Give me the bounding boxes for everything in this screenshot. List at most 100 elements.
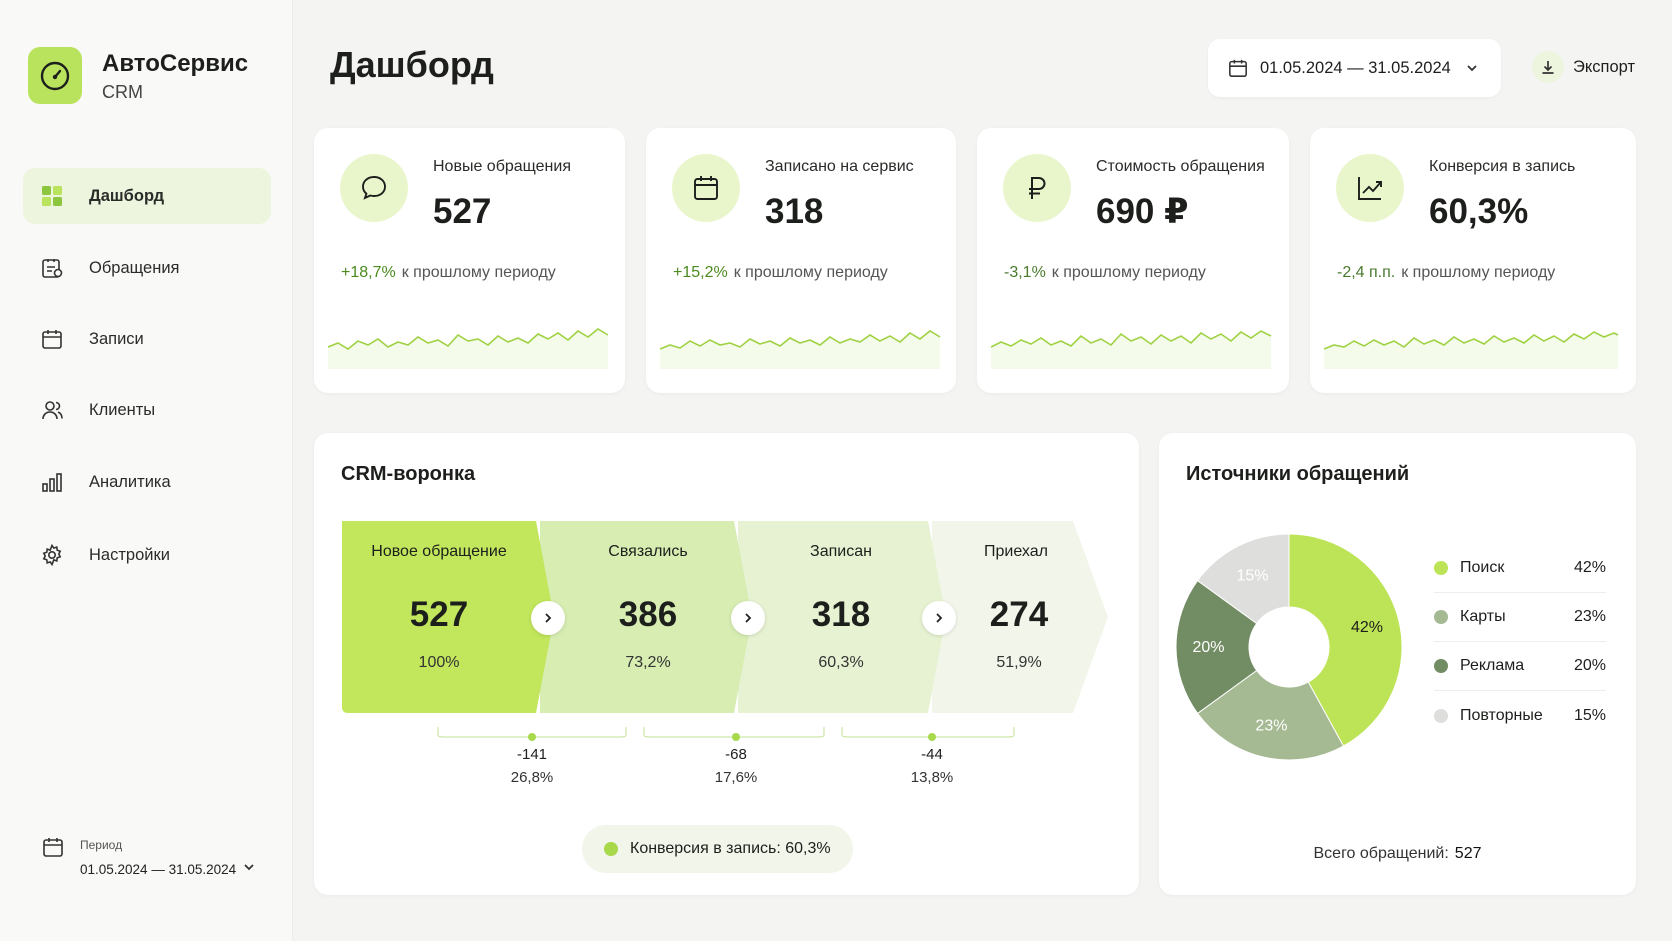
kpi-delta-caption: к прошлому периоду <box>1401 264 1556 281</box>
funnel-stage-value: 386 <box>618 595 678 634</box>
kpi-delta-caption: к прошлому периоду <box>1051 264 1206 281</box>
export-button[interactable]: Экспорт <box>1532 51 1635 83</box>
period-label: Период <box>80 838 123 852</box>
sidebar-item-label: Клиенты <box>89 400 156 419</box>
donut-slice-4 <box>1196 533 1290 625</box>
funnel-next-button[interactable] <box>531 601 565 635</box>
kpi-label: Новые обращения <box>433 158 571 175</box>
donut-slice-1 <box>1288 533 1402 747</box>
chevron-right-icon <box>745 613 752 623</box>
legend-item: Реклама 20% <box>1434 642 1606 691</box>
legend-value: 20% <box>1573 657 1606 674</box>
funnel-drop-value: -68 <box>725 746 747 763</box>
funnel-stage-pct: 60,3% <box>818 654 864 671</box>
funnel-stage-pct: 100% <box>418 654 460 671</box>
kpi-value: 527 <box>433 192 492 231</box>
funnel-drop-pct: 17,6% <box>714 769 758 786</box>
sidebar-item-requests[interactable]: Обращения <box>23 240 271 296</box>
calendar-icon <box>1228 58 1248 78</box>
kpi-change: +15,2% к прошлому периоду <box>673 264 888 282</box>
funnel-stage-name: Связались <box>608 543 688 560</box>
ruble-icon <box>1003 154 1071 222</box>
conversion-text: Конверсия в запись: 60,3% <box>630 840 831 857</box>
download-icon <box>1532 51 1564 83</box>
kpi-delta: +15,2% <box>673 264 728 281</box>
legend-name: Поиск <box>1460 559 1505 576</box>
sidebar-item-dashboard[interactable]: Дашборд <box>23 168 271 224</box>
kpi-label: Стоимость обращения <box>1096 158 1265 175</box>
funnel-stage-3-shape <box>738 521 946 713</box>
page-title: Дашборд <box>330 44 494 85</box>
funnel-stage-pct: 51,9% <box>996 654 1042 671</box>
chat-bubble-icon <box>340 154 408 222</box>
kpi-value: 690 ₽ <box>1096 192 1189 231</box>
funnel-next-button[interactable] <box>731 601 765 635</box>
sidebar-item-clients[interactable]: Клиенты <box>23 382 271 438</box>
conversion-pill: Конверсия в запись: 60,3% <box>582 825 853 873</box>
legend-value: 23% <box>1573 608 1606 625</box>
funnel-title: CRM-воронка <box>341 463 476 485</box>
kpi-label: Записано на сервис <box>765 158 914 175</box>
sidebar-item-label: Обращения <box>89 258 180 277</box>
funnel-stage-1-shape <box>342 521 554 713</box>
kpi-card-conversion: Конверсия в запись 60,3% -2,4 п.п. к прош… <box>1310 128 1636 393</box>
total-label: Всего обращений: <box>1313 845 1449 862</box>
gear-icon <box>41 544 63 566</box>
chevron-down-icon[interactable] <box>242 860 256 879</box>
date-range-picker[interactable]: 01.05.2024 — 31.05.2024 <box>1208 39 1501 97</box>
legend-item: Карты 23% <box>1434 593 1606 642</box>
chevron-right-icon <box>545 613 552 623</box>
funnel-next-button[interactable] <box>922 601 956 635</box>
kpi-delta: -3,1% <box>1004 264 1046 281</box>
sidebar-item-analytics[interactable]: Аналитика <box>23 454 271 510</box>
sidebar-item-label: Аналитика <box>89 472 171 491</box>
calendar-icon <box>672 154 740 222</box>
kpi-delta: -2,4 п.п. <box>1337 264 1396 281</box>
sidebar: АвтоСервис CRM Дашборд Обращения Записи … <box>0 0 293 941</box>
chevron-down-icon <box>1465 61 1479 75</box>
kpi-change: +18,7% к прошлому периоду <box>341 264 556 282</box>
kpi-delta-caption: к прошлому периоду <box>733 264 888 281</box>
donut-slice-3 <box>1176 579 1258 715</box>
sources-donut-chart: 42% 23% 20% 15% <box>1176 533 1402 761</box>
funnel-stage-value: 318 <box>811 595 871 634</box>
kpi-value: 318 <box>765 192 824 231</box>
logo[interactable] <box>28 47 82 104</box>
kpi-label: Конверсия в запись <box>1429 158 1576 175</box>
funnel-stage-name: Записан <box>810 543 872 560</box>
users-icon <box>41 399 63 421</box>
legend-name: Реклама <box>1460 657 1525 674</box>
total-value: 527 <box>1454 845 1482 862</box>
legend-swatch <box>1434 561 1448 575</box>
drop-dot <box>732 733 740 741</box>
legend-value: 42% <box>1573 559 1606 576</box>
drop-bracket <box>841 727 1015 738</box>
date-range-value: 01.05.2024 — 31.05.2024 <box>1260 58 1451 77</box>
sidebar-item-label: Настройки <box>89 545 170 564</box>
funnel-stage-value: 527 <box>409 595 469 634</box>
legend-item: Поиск 42% <box>1434 544 1606 593</box>
donut-slice-label: 42% <box>1351 619 1383 636</box>
legend-name: Карты <box>1460 608 1506 625</box>
funnel-drop-pct: 13,8% <box>910 769 954 786</box>
funnel-drop-value: -141 <box>516 746 548 763</box>
period-value: 01.05.2024 — 31.05.2024 <box>80 862 237 877</box>
calendar-icon <box>41 328 63 350</box>
bar-chart-icon <box>41 471 63 493</box>
donut-slice-label: 15% <box>1236 567 1268 584</box>
chevron-right-icon <box>936 613 943 623</box>
crm-funnel-card: CRM-воронка Новое обращение 527 100% Свя… <box>314 433 1139 895</box>
sidebar-item-records[interactable]: Записи <box>23 311 271 367</box>
sources-total: Всего обращений: 527 <box>1159 845 1636 863</box>
funnel-stage-2-shape <box>540 521 752 713</box>
funnel-drop-value: -44 <box>921 746 943 763</box>
funnel-stage-name: Новое обращение <box>371 543 507 560</box>
status-dot <box>604 842 618 856</box>
requests-doc-icon <box>41 257 63 279</box>
legend-swatch <box>1434 659 1448 673</box>
sparkline <box>1324 331 1619 369</box>
sidebar-item-settings[interactable]: Настройки <box>23 527 271 583</box>
funnel-stage-pct: 73,2% <box>625 654 671 671</box>
kpi-card-booked: Записано на сервис 318 +15,2% к прошлому … <box>646 128 956 393</box>
trend-up-icon <box>1336 154 1404 222</box>
